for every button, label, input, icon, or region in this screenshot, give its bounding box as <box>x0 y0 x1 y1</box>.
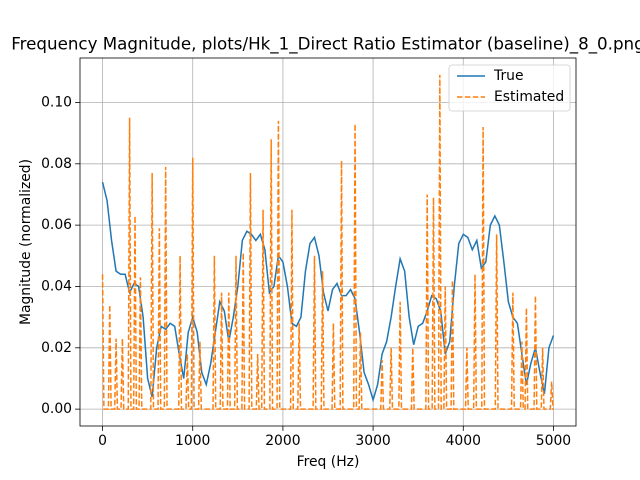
y-tick-label: 0.10 <box>41 94 72 110</box>
legend-label: True <box>493 68 524 84</box>
chart-title: Frequency Magnitude, plots/Hk_1_Direct R… <box>11 34 640 55</box>
x-tick-label: 5000 <box>536 433 571 449</box>
y-tick-label: 0.04 <box>41 278 72 294</box>
x-tick-label: 0 <box>98 433 107 449</box>
x-axis-label: Freq (Hz) <box>297 454 360 470</box>
series-line <box>101 74 554 410</box>
x-tick-label: 1000 <box>175 433 210 449</box>
legend-label: Estimated <box>494 89 564 105</box>
y-tick-label: 0.02 <box>41 340 72 356</box>
plot-frame <box>79 57 577 427</box>
y-tick-label: 0.06 <box>41 217 72 233</box>
series-line <box>101 182 555 403</box>
x-tick-label: 3000 <box>355 433 390 449</box>
y-axis-label: Magnitude (normalized) <box>18 159 34 325</box>
y-tick-label: 0.00 <box>41 401 72 417</box>
x-tick-label: 2000 <box>265 433 300 449</box>
y-tick-label: 0.08 <box>41 156 72 172</box>
x-tick-label: 4000 <box>446 433 481 449</box>
